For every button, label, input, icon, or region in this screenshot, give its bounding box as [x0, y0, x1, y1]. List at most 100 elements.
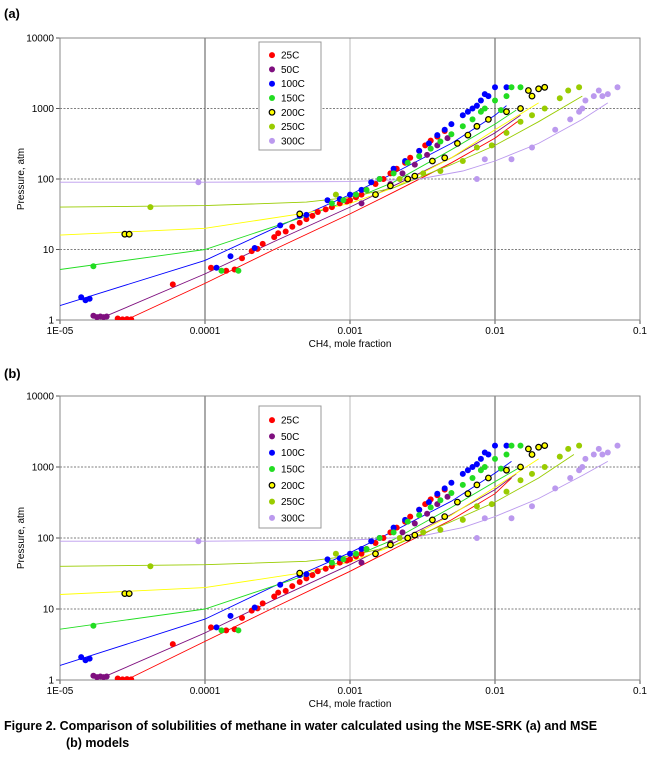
data-point-250C: [529, 112, 535, 119]
data-point-100C: [503, 442, 510, 449]
model-curve-25C: [129, 477, 512, 679]
data-point-250C: [556, 453, 563, 460]
data-point-25C: [289, 223, 296, 230]
x-axis-title: CH4, mole fraction: [309, 699, 392, 710]
data-point-150C: [328, 559, 335, 566]
data-point-200C: [454, 498, 461, 506]
data-point-100C: [473, 102, 480, 109]
data-point-100C: [86, 295, 93, 302]
data-point-150C: [492, 97, 498, 104]
legend-label-25C: 25C: [281, 416, 299, 427]
y-tick-label: 10: [43, 605, 55, 616]
legend-label-250C: 250C: [281, 122, 305, 133]
data-point-100C: [469, 105, 476, 112]
data-point-25C: [314, 568, 321, 575]
data-point-200C: [473, 122, 481, 130]
data-point-150C: [218, 267, 225, 274]
data-point-100C: [425, 499, 432, 506]
data-point-300C: [595, 87, 602, 94]
data-point-100C: [277, 222, 284, 229]
legend-box: [258, 405, 322, 529]
data-point-150C: [416, 512, 423, 519]
data-point-100C: [441, 126, 448, 133]
data-point-150C: [437, 138, 444, 145]
data-point-100C: [390, 524, 397, 531]
data-point-50C: [358, 200, 365, 207]
data-point-200C: [125, 590, 133, 597]
legend-marker-200C: [268, 108, 276, 116]
data-point-100C: [251, 604, 258, 611]
data-point-150C: [459, 481, 466, 488]
data-point-250C: [503, 129, 510, 136]
data-point-300C: [473, 176, 480, 182]
data-point-300C: [590, 451, 597, 458]
data-point-100C: [368, 179, 375, 186]
model-curve-25C: [129, 119, 521, 319]
data-point-150C: [459, 123, 466, 130]
data-point-250C: [541, 464, 548, 470]
figure-caption: Figure 2. Comparison of solubilities of …: [4, 718, 666, 752]
data-point-200C: [404, 175, 412, 183]
y-axis-title: Pressure, atm: [16, 148, 27, 210]
data-point-300C: [529, 503, 535, 510]
x-tick-label: 0.0001: [190, 686, 221, 697]
data-point-250C: [565, 87, 572, 94]
legend-marker-200C: [268, 481, 276, 489]
data-point-100C: [469, 464, 476, 470]
data-point-150C: [376, 535, 383, 541]
legend-label-300C: 300C: [281, 136, 305, 147]
data-point-300C: [582, 455, 589, 462]
data-point-50C: [411, 520, 418, 527]
data-point-250C: [529, 470, 535, 477]
data-point-250C: [576, 84, 583, 91]
data-point-250C: [473, 503, 480, 510]
data-point-250C: [147, 204, 154, 211]
data-point-100C: [416, 147, 423, 154]
data-point-150C: [498, 465, 504, 472]
data-point-150C: [448, 490, 455, 496]
data-point-150C: [437, 497, 444, 504]
data-point-250C: [459, 158, 466, 164]
legend-label-50C: 50C: [281, 65, 299, 76]
legend-label-300C: 300C: [281, 513, 305, 524]
data-point-100C: [492, 84, 498, 91]
data-point-300C: [552, 126, 559, 133]
data-point-150C: [404, 518, 411, 525]
data-point-250C: [473, 144, 480, 151]
legend-marker-250C: [269, 498, 275, 505]
y-tick-label: 1: [48, 676, 54, 687]
model-curve-200C: [60, 458, 539, 595]
data-point-300C: [599, 93, 606, 100]
data-layer: [60, 83, 621, 320]
data-point-150C: [90, 622, 97, 629]
y-tick-label: 10: [43, 245, 55, 256]
data-point-200C: [503, 108, 510, 116]
data-point-150C: [416, 153, 423, 160]
plot-frame: [59, 37, 641, 321]
data-point-150C: [235, 627, 242, 634]
data-point-250C: [437, 168, 444, 174]
x-tick-label: 0.0001: [190, 326, 221, 337]
data-point-100C: [448, 479, 455, 486]
data-point-100C: [390, 165, 397, 172]
data-point-150C: [218, 627, 225, 634]
data-point-100C: [473, 461, 480, 468]
data-point-100C: [227, 253, 234, 260]
data-point-100C: [78, 294, 85, 301]
data-point-100C: [213, 264, 220, 271]
data-point-25C: [358, 191, 365, 198]
data-point-25C: [296, 579, 303, 585]
data-point-50C: [358, 559, 365, 566]
data-point-25C: [114, 675, 121, 680]
data-point-100C: [503, 84, 510, 91]
data-point-300C: [195, 179, 202, 186]
data-point-25C: [314, 209, 321, 215]
data-point-250C: [517, 118, 524, 125]
data-point-25C: [275, 230, 282, 237]
data-point-300C: [481, 515, 488, 522]
y-tick-label: 1000: [32, 104, 55, 115]
data-point-100C: [227, 612, 234, 619]
data-point-25C: [347, 556, 353, 563]
data-point-300C: [473, 535, 480, 541]
data-point-25C: [114, 315, 121, 320]
